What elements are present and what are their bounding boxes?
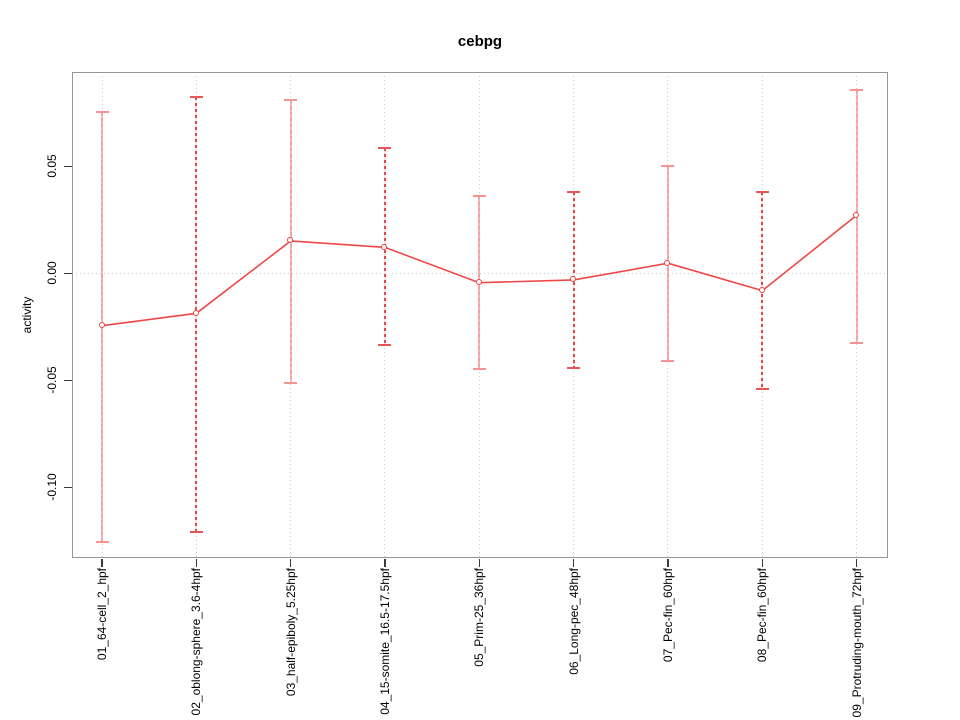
error-bar-cap-bottom	[755, 387, 769, 390]
x-tick	[667, 559, 669, 567]
error-bar-cap-top	[284, 98, 298, 101]
x-tick	[855, 559, 858, 567]
x-tick-label: 02_oblong-sphere_3.6-4hpf	[189, 568, 204, 716]
x-tick	[572, 559, 575, 567]
x-tick	[384, 559, 386, 567]
error-bar-cap-top	[567, 190, 581, 193]
data-point-marker	[664, 259, 671, 266]
error-bar-cap-top	[850, 88, 864, 91]
y-tick	[64, 486, 72, 489]
x-tick	[761, 559, 764, 567]
chart-title: cebpg	[457, 33, 503, 50]
y-tick-label: -0.05	[45, 366, 59, 394]
x-tick	[478, 559, 481, 567]
y-tick	[64, 379, 72, 382]
data-point-marker	[475, 279, 482, 286]
y-tick	[64, 165, 72, 168]
error-bar-cap-bottom	[661, 360, 675, 363]
y-tick-label: 0.00	[45, 261, 59, 285]
x-tick-label: 06_Long-pec_48hpf	[566, 568, 581, 675]
x-tick-label: 01_64-cell_2_hpf	[95, 568, 109, 661]
error-bar-cap-top	[755, 190, 769, 193]
error-bar-cap-bottom	[378, 343, 392, 346]
data-point-marker	[381, 243, 388, 250]
data-point-marker	[570, 276, 577, 283]
error-bar-cap-bottom	[472, 367, 486, 370]
x-tick	[195, 559, 198, 567]
data-point-marker	[192, 309, 199, 316]
error-bar-cap-top	[472, 195, 486, 198]
x-tick-label: 08_Pec-fin_60hpf	[755, 568, 770, 663]
error-bar-cap-bottom	[284, 382, 298, 385]
error-bar-cap-bottom	[95, 540, 109, 543]
plot-border	[72, 72, 888, 558]
error-bar-cap-top	[189, 95, 203, 98]
error-bar-cap-bottom	[850, 342, 864, 345]
error-bar-cap-bottom	[567, 367, 581, 370]
x-tick-label: 03_half-epiboly_5.25hpf	[283, 568, 298, 697]
data-point-marker	[98, 322, 105, 329]
x-tick-label: 05_Prim-25_36hpf	[472, 568, 487, 667]
error-bar-cap-top	[661, 165, 675, 168]
error-bar-cap-top	[378, 147, 392, 150]
data-point-marker	[287, 237, 294, 244]
data-point-marker	[853, 211, 860, 218]
x-tick	[289, 559, 292, 567]
y-tick-label: -0.10	[45, 473, 59, 501]
x-tick-label: 07_Pec-fin_60hpf	[660, 568, 675, 663]
error-bar-cap-top	[95, 110, 109, 113]
y-tick	[64, 272, 72, 275]
x-tick-label: 09_Protruding-mouth_72hpf	[849, 568, 864, 718]
x-tick-label: 04_15-somite_16.5-17.5hpf	[377, 568, 392, 715]
error-bar-cap-bottom	[189, 531, 203, 534]
x-tick	[101, 559, 103, 567]
y-axis-label: activity	[20, 296, 34, 334]
data-point-marker	[758, 287, 765, 294]
y-tick-label: 0.05	[45, 154, 59, 178]
